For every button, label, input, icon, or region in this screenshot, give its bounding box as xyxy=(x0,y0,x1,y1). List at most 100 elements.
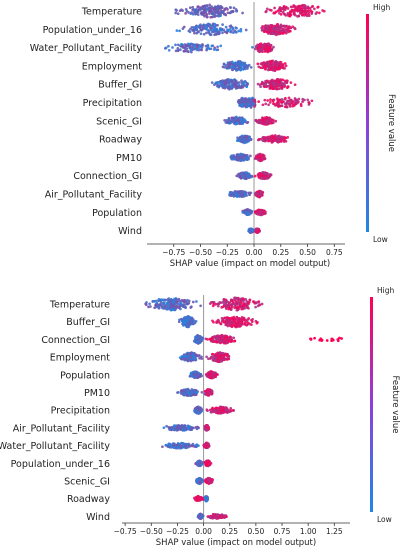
feature-label: Connection_GI xyxy=(73,171,142,182)
shap-point xyxy=(197,409,201,412)
shap-point xyxy=(239,60,243,64)
shap-point xyxy=(243,118,246,122)
shap-point xyxy=(245,121,249,125)
shap-point xyxy=(224,307,228,310)
shap-point xyxy=(187,301,191,305)
shap-point xyxy=(245,134,249,138)
shap-point xyxy=(238,324,242,328)
shap-point xyxy=(203,14,206,18)
shap-point xyxy=(256,138,260,142)
shap-point xyxy=(212,320,215,324)
shap-point xyxy=(270,84,273,88)
shap-point xyxy=(259,48,263,51)
shap-point xyxy=(243,102,246,106)
shap-summary-chart-bottom: TemperatureBuffer_GIConnection_GIEmploym… xyxy=(0,286,400,548)
shap-point xyxy=(224,63,228,67)
shap-point xyxy=(244,28,248,32)
shap-point xyxy=(242,301,246,305)
shap-point xyxy=(241,299,245,302)
shap-point xyxy=(206,45,210,48)
shap-point xyxy=(178,356,182,360)
shap-point xyxy=(231,68,235,72)
shap-point xyxy=(251,45,254,49)
shap-point xyxy=(207,31,211,35)
feature-label: PM10 xyxy=(84,388,110,399)
shap-point xyxy=(202,32,206,36)
shap-point xyxy=(287,96,291,100)
shap-point xyxy=(271,65,275,69)
shap-point xyxy=(338,336,341,340)
shap-point xyxy=(264,139,268,143)
shap-point xyxy=(191,389,195,393)
shap-point xyxy=(174,43,177,47)
shap-point xyxy=(242,318,246,322)
shap-point xyxy=(180,389,184,392)
shap-point xyxy=(212,15,215,18)
shap-point xyxy=(230,191,233,194)
shap-point xyxy=(268,8,272,12)
shap-point xyxy=(247,63,251,67)
feature-label: Roadway xyxy=(99,135,142,146)
shap-point xyxy=(231,320,235,324)
shap-point xyxy=(186,323,189,326)
shap-point xyxy=(278,84,281,88)
shap-point xyxy=(288,10,292,14)
shap-point xyxy=(162,302,166,306)
shap-point xyxy=(240,103,244,107)
shap-point xyxy=(283,62,287,65)
shap-point xyxy=(181,45,185,49)
shap-point xyxy=(180,319,184,323)
shap-point xyxy=(187,42,190,46)
shap-point xyxy=(245,323,249,327)
shap-point xyxy=(273,6,276,10)
shap-point xyxy=(195,391,199,394)
shap-point xyxy=(252,99,256,103)
shap-point xyxy=(277,105,280,108)
feature-label: Connection_GI xyxy=(41,335,110,346)
shap-point xyxy=(195,48,199,52)
feature-row: Roadway xyxy=(99,134,290,146)
shap-point xyxy=(259,66,263,70)
shap-point xyxy=(283,6,286,10)
shap-point xyxy=(220,407,224,411)
shap-point xyxy=(246,321,250,325)
shap-point xyxy=(183,353,187,357)
shap-point xyxy=(205,408,209,412)
shap-point xyxy=(235,297,238,300)
shap-point xyxy=(219,44,223,48)
shap-point xyxy=(267,45,271,49)
shap-point xyxy=(288,103,291,107)
shap-point xyxy=(230,116,234,120)
shap-point xyxy=(219,322,222,325)
shap-point xyxy=(186,356,190,360)
shap-point xyxy=(217,11,221,14)
shap-point xyxy=(265,137,269,141)
shap-point xyxy=(193,31,196,35)
shap-point xyxy=(261,122,265,125)
shap-point xyxy=(310,5,314,9)
shap-point xyxy=(240,136,244,139)
shap-point xyxy=(212,302,216,306)
shap-point xyxy=(183,303,186,307)
shap-point xyxy=(276,23,279,27)
shap-point xyxy=(268,173,272,177)
shap-point xyxy=(195,28,199,31)
shap-point xyxy=(169,298,173,301)
shap-point xyxy=(230,304,233,307)
feature-row: Temperature xyxy=(81,3,326,19)
shap-point xyxy=(149,305,152,308)
shap-point xyxy=(232,336,236,340)
shap-point xyxy=(232,195,236,198)
shap-point xyxy=(259,190,263,193)
shap-point xyxy=(224,81,227,85)
shap-point xyxy=(223,319,227,323)
shap-point xyxy=(219,411,223,415)
shap-point xyxy=(222,28,226,32)
x-axis-label: SHAP value (impact on model output) xyxy=(170,259,330,269)
shap-point xyxy=(162,426,166,430)
x-tick-label: −0.50 xyxy=(189,248,212,257)
shap-point xyxy=(239,117,243,121)
shap-point xyxy=(195,300,198,303)
shap-point xyxy=(187,359,191,362)
